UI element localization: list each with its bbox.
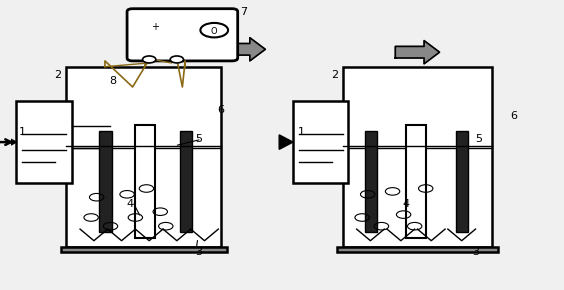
Bar — [337, 246, 497, 252]
Bar — [293, 102, 349, 183]
Text: +: + — [151, 22, 158, 32]
Text: 2: 2 — [331, 70, 338, 80]
Text: 6: 6 — [218, 105, 224, 115]
Bar — [456, 130, 468, 232]
Bar — [343, 67, 492, 246]
Text: 3: 3 — [196, 247, 202, 257]
Polygon shape — [221, 38, 265, 61]
Text: 6: 6 — [511, 111, 518, 121]
Bar — [99, 130, 112, 232]
Bar — [135, 125, 155, 238]
Text: O: O — [211, 27, 218, 36]
Circle shape — [200, 23, 228, 37]
Bar — [16, 102, 72, 183]
Text: 2: 2 — [54, 70, 61, 80]
Text: 7: 7 — [240, 7, 247, 17]
Text: 3: 3 — [472, 247, 479, 257]
Text: 5: 5 — [475, 134, 482, 144]
Text: 4: 4 — [126, 200, 134, 209]
Text: 4: 4 — [403, 200, 410, 209]
Circle shape — [170, 56, 183, 63]
Text: 8: 8 — [109, 76, 117, 86]
Bar — [138, 15, 198, 41]
Polygon shape — [395, 41, 439, 64]
Bar — [406, 125, 425, 238]
Text: 1: 1 — [19, 127, 25, 137]
Bar — [61, 246, 227, 252]
Bar — [365, 130, 377, 232]
Text: 5: 5 — [196, 134, 202, 144]
Text: 1: 1 — [298, 127, 305, 137]
Bar — [66, 67, 221, 246]
FancyBboxPatch shape — [127, 9, 237, 61]
Polygon shape — [279, 135, 293, 149]
Polygon shape — [3, 135, 16, 149]
Bar — [179, 130, 192, 232]
Circle shape — [143, 56, 156, 63]
